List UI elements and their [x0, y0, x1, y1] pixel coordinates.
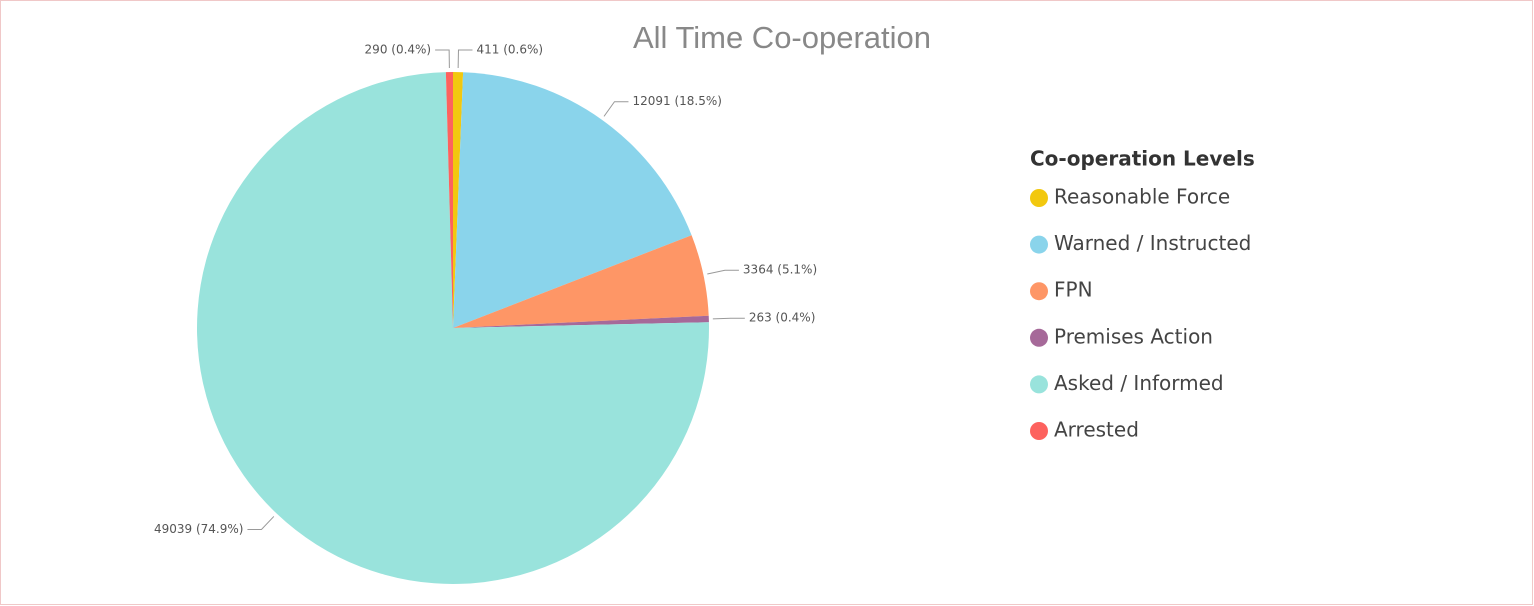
data-label: 12091 (18.5%)	[632, 94, 721, 108]
data-label: 411 (0.6%)	[476, 43, 543, 57]
data-label: 263 (0.4%)	[749, 311, 816, 325]
legend-swatch	[1030, 235, 1048, 254]
data-label: 3364 (5.1%)	[743, 263, 817, 277]
leader-line	[707, 269, 739, 275]
pie-slice	[445, 72, 453, 328]
leader-line	[435, 49, 450, 69]
legend-label: Warned / Instructed	[1054, 231, 1251, 255]
legend-title: Co-operation Levels	[1030, 147, 1255, 171]
legend-swatch	[1030, 375, 1048, 394]
chart-title: All Time Co-operation	[633, 20, 931, 55]
legend-swatch	[1030, 328, 1048, 347]
leader-line	[712, 317, 745, 320]
data-label: 49039 (74.9%)	[154, 522, 243, 536]
legend-label: Premises Action	[1054, 324, 1213, 348]
legend-swatch	[1030, 189, 1048, 207]
legend-swatch	[1030, 422, 1048, 440]
pie-slice	[453, 72, 692, 328]
legend-label: Asked / Informed	[1054, 371, 1224, 395]
leader-line	[603, 101, 629, 117]
legend-label: Reasonable Force	[1054, 185, 1230, 209]
pie-slice	[196, 72, 709, 585]
data-label: 290 (0.4%)	[365, 43, 432, 57]
pie-slice	[453, 315, 709, 328]
legend-swatch	[1030, 282, 1048, 301]
legend-label: FPN	[1054, 278, 1093, 302]
pie-slice	[453, 72, 464, 328]
leader-line	[247, 516, 275, 530]
legend-label: Arrested	[1054, 418, 1139, 442]
leader-line	[457, 49, 473, 69]
pie-slice	[453, 235, 709, 328]
